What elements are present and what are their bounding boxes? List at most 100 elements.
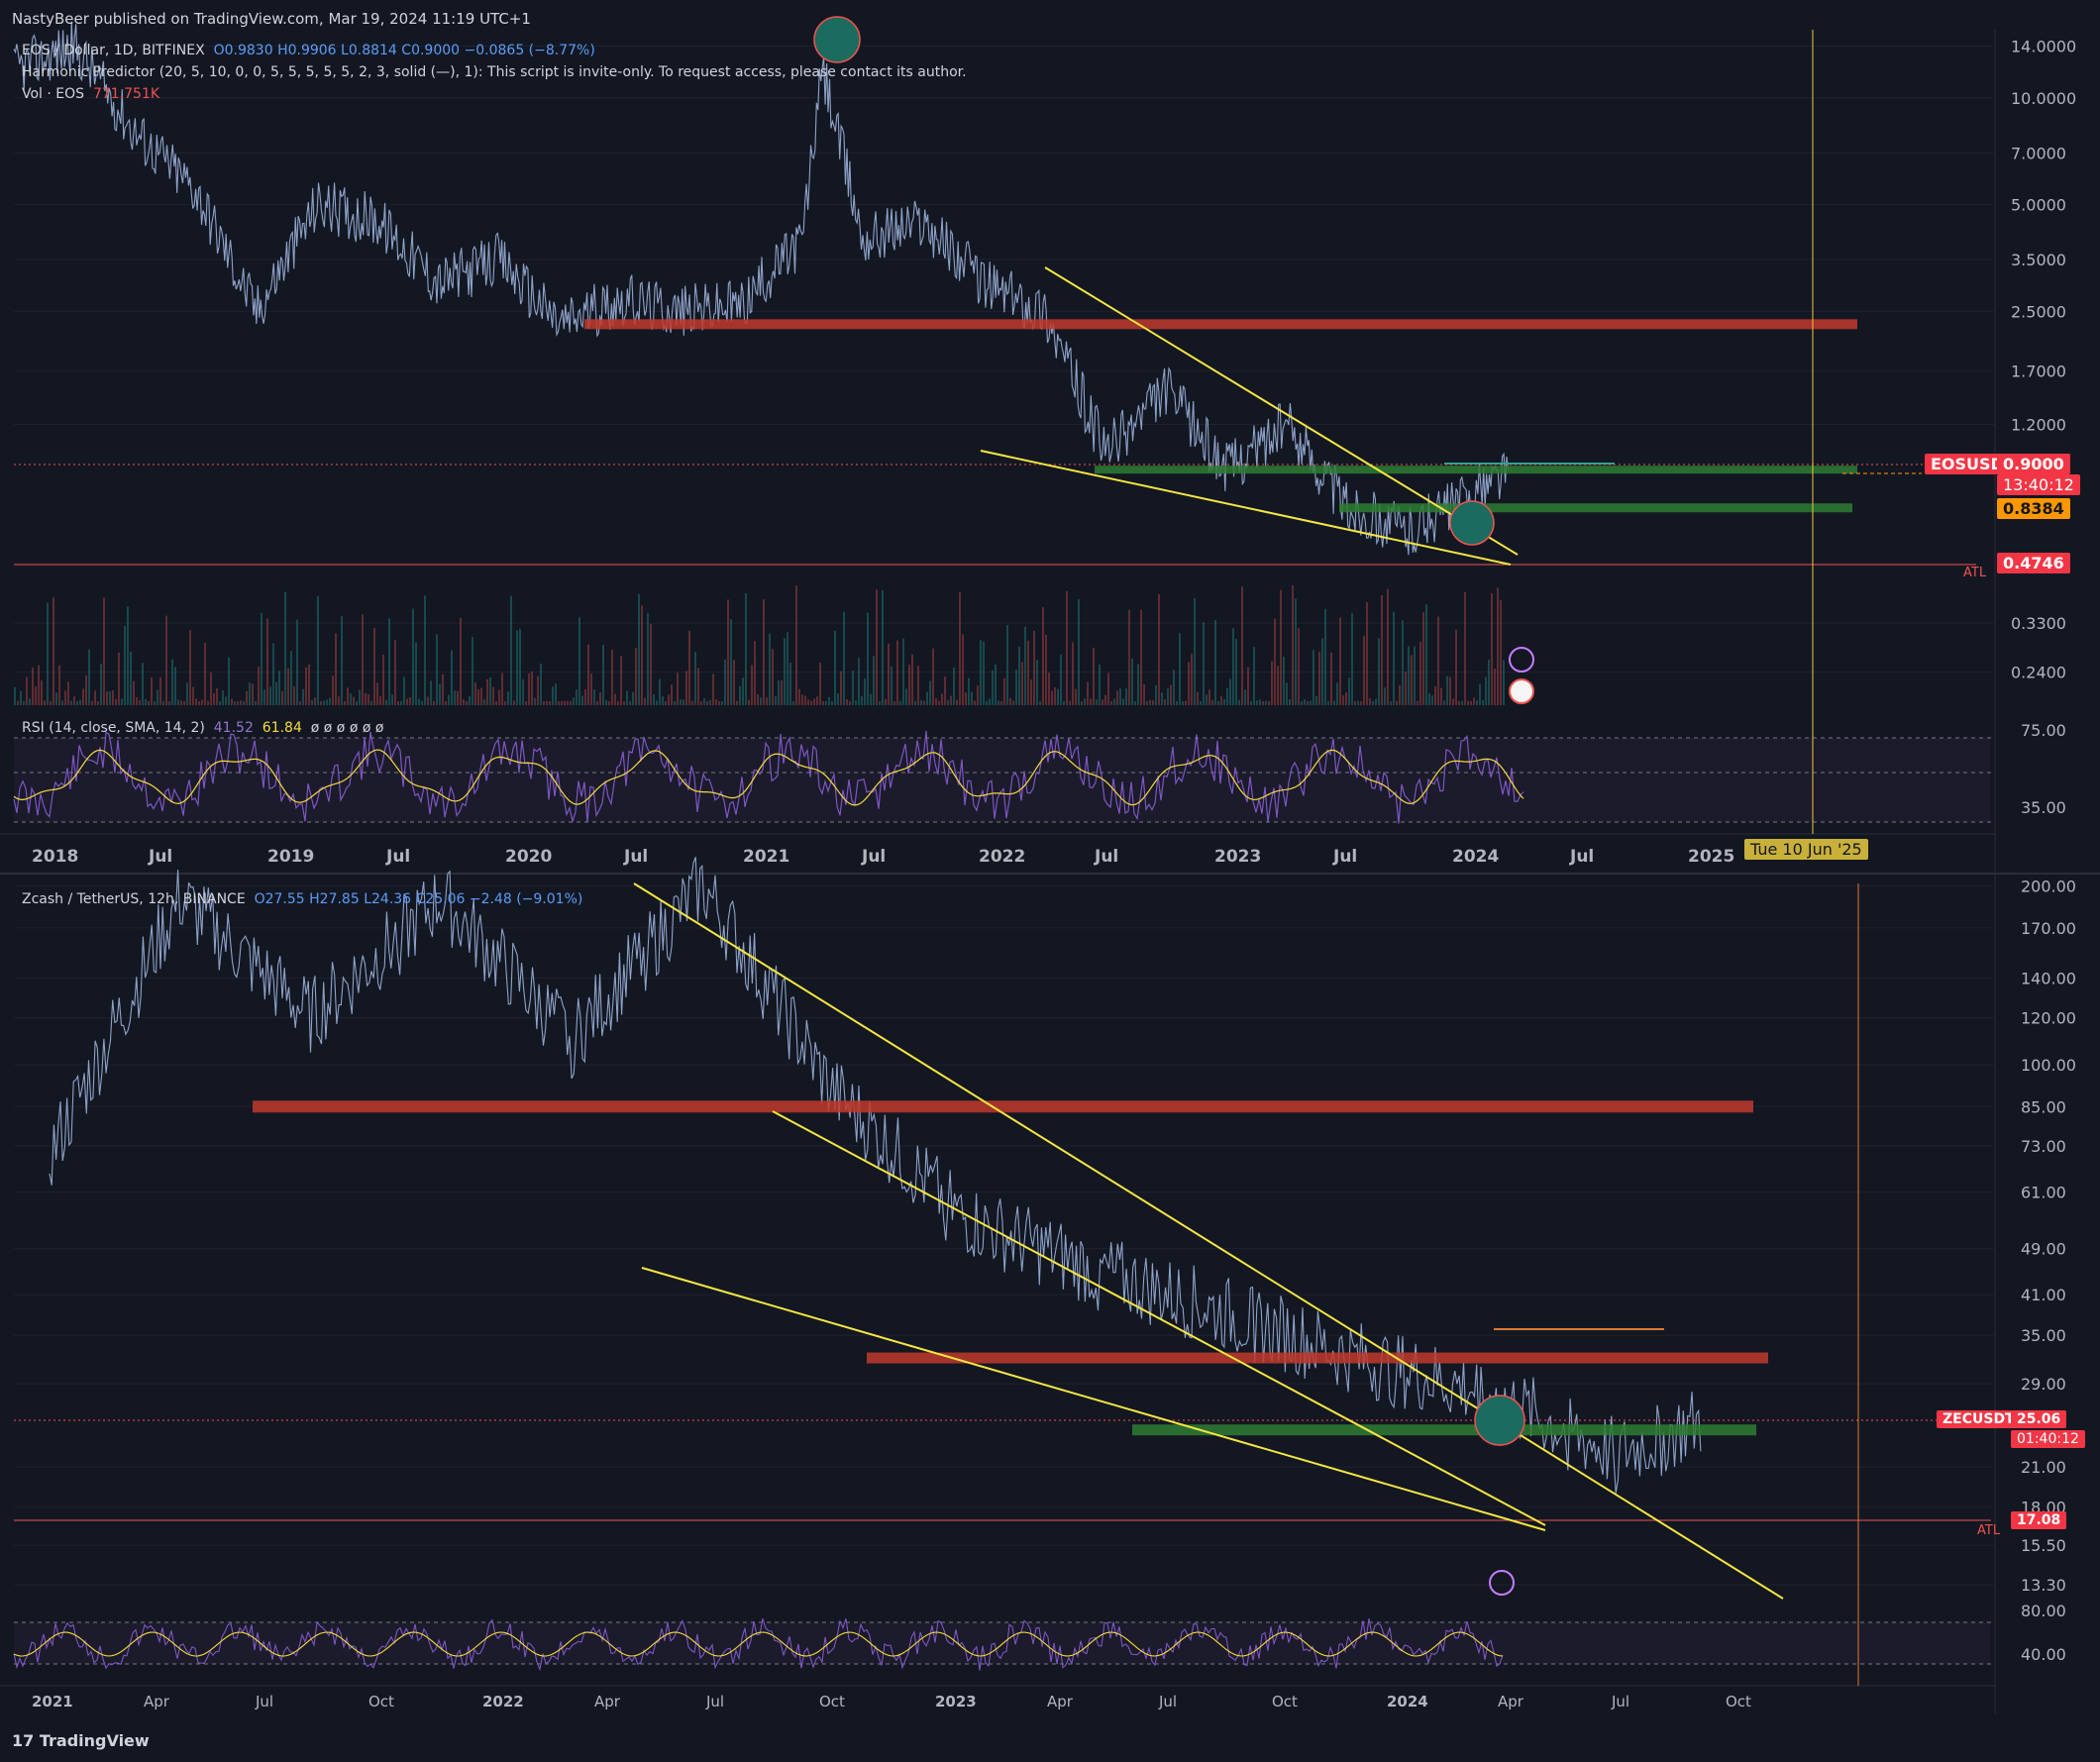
eos-volume-bar [1503, 660, 1505, 705]
eos-volume-bar [1220, 695, 1222, 705]
zec-time-tick: Oct [1726, 1693, 1751, 1710]
eos-volume-bar [148, 700, 150, 705]
eos-volume-bar [870, 693, 872, 705]
eos-volume-bar [1185, 700, 1187, 705]
eos-volume-bar [1072, 642, 1074, 705]
eos-volume-bar [249, 682, 251, 705]
zec-time-tick: 2023 [935, 1693, 977, 1710]
eos-volume-bar [469, 695, 471, 705]
eos-volume-bar [266, 618, 268, 705]
eos-volume-bar [700, 700, 702, 705]
zec-price-tick: 100.00 [2021, 1056, 2076, 1075]
eos-volume-bar [1235, 638, 1237, 705]
eos-volume-bar [1375, 698, 1377, 705]
eos-volume-bar [1348, 677, 1350, 705]
eos-volume-bar [558, 700, 560, 705]
zec-time-tick: Oct [1272, 1693, 1298, 1710]
eos-volume-bar [284, 591, 286, 705]
eos-volume-bar [1494, 669, 1496, 705]
eos-volume-bar [442, 674, 444, 705]
eos-volume-bar [341, 616, 343, 705]
eos-price-tick: 0.3300 [2011, 614, 2066, 633]
eos-volume-bar [638, 593, 640, 705]
eos-price-tick: 1.2000 [2011, 415, 2066, 434]
eos-volume-bar [742, 677, 744, 705]
eos-volume-bar [1134, 700, 1136, 705]
eos-volume-bar [1354, 700, 1356, 705]
eos-volume-bar [513, 700, 515, 705]
zec-time-tick: Apr [1498, 1693, 1524, 1710]
eos-volume-bar [1399, 684, 1401, 705]
eos-volume-bar [641, 605, 643, 705]
eos-volume-bar [243, 700, 245, 705]
eos-volume-bar [373, 628, 375, 705]
eos-volume-bar [1247, 667, 1249, 705]
eos-volume-bar [1075, 688, 1077, 705]
eos-volume-bar [715, 699, 717, 705]
zec-countdown-tag: 01:40:12 [2011, 1430, 2085, 1448]
eos-volume-bar [55, 692, 57, 705]
eos-volume-bar [492, 686, 494, 705]
eos-volume-bar [436, 634, 438, 705]
eos-volume-bar [356, 700, 358, 705]
eos-volume-bar [659, 678, 661, 705]
zec-mid-trendline [772, 1110, 1546, 1526]
eos-volume-bar [656, 700, 658, 705]
eos-volume-bar [480, 687, 482, 705]
zec-close: C25.06 [415, 891, 466, 907]
eos-volume-bar [510, 595, 512, 705]
eos-symbol-header: EOS / Dollar, 1D, BITFINEX O0.9830 H0.99… [22, 43, 595, 58]
eos-volume-bar [882, 590, 884, 705]
eos-volume-bar [1458, 700, 1460, 705]
eos-volume-bar [1200, 700, 1202, 705]
eos-volume-bar [463, 699, 465, 705]
eos-volume-bar [109, 690, 111, 705]
eos-volume-bar [1149, 699, 1151, 705]
eos-volume-bar [382, 654, 384, 705]
eos-volume-bar [1295, 598, 1297, 705]
eos-price-tick: 0.2400 [2011, 664, 2066, 682]
eos-volume-bar [14, 686, 16, 705]
eos-volume-bar [58, 665, 60, 705]
eos-volume-bar [760, 697, 762, 705]
eos-volume-bar [1312, 650, 1314, 705]
eos-volume-bar [1090, 698, 1092, 705]
zec-open: O27.55 [254, 891, 305, 907]
eos-volume-bar [671, 684, 673, 705]
eos-volume-bar [1206, 694, 1208, 705]
eos-volume-bar [1476, 700, 1478, 705]
eos-volume-bar [599, 692, 601, 705]
eos-volume-bar [1110, 700, 1112, 705]
eos-volume-bar [888, 643, 890, 705]
eos-volume-bar [804, 695, 806, 705]
eos-volume-bar [766, 697, 768, 705]
eos-volume-bar [210, 672, 212, 705]
eos-volume-bar [1057, 688, 1059, 705]
rsi-empty-values: ø ø ø ø ø ø [310, 720, 384, 736]
eos-volume-bar [1464, 591, 1466, 705]
eos-volume-bar [115, 698, 117, 705]
eos-volume-bar [867, 612, 869, 705]
eos-volume-bar [165, 615, 167, 705]
eos-volume-bar [989, 698, 991, 705]
eos-volume-bar [653, 694, 655, 705]
eos-volume-bar [1066, 590, 1068, 705]
zec-price-tick: 49.00 [2021, 1240, 2066, 1259]
eos-volume-bar [38, 665, 40, 705]
eos-volume-bar [314, 697, 316, 705]
eos-volume-bar [403, 676, 405, 705]
eos-change: −0.0865 (−8.77%) [464, 43, 595, 58]
eos-volume-bar [73, 695, 75, 705]
eos-volume-bar [1414, 646, 1416, 705]
eos-volume-bar [837, 693, 839, 705]
eos-volume-bar [474, 682, 476, 705]
eos-volume-bar [691, 700, 693, 705]
eos-volume-bar [1027, 640, 1029, 705]
eos-volume-bar [1113, 698, 1115, 705]
eos-volume-bar [1315, 695, 1317, 705]
eos-volume-bar [775, 696, 777, 705]
eos-volume-bar [1411, 655, 1413, 705]
eos-volume-bar [454, 690, 456, 705]
eos-volume-bar [1122, 698, 1124, 705]
